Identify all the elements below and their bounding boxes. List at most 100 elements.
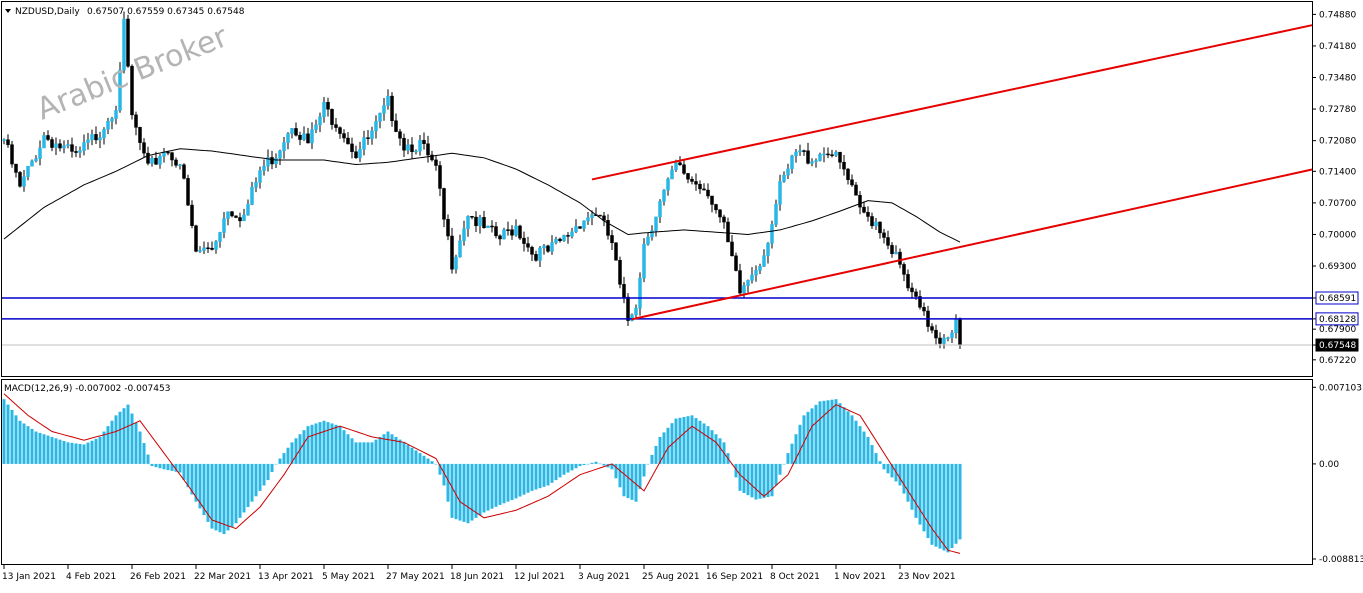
macd-histogram-bar[interactable] xyxy=(74,443,78,464)
candle[interactable] xyxy=(102,129,106,138)
candle[interactable] xyxy=(110,118,114,122)
macd-histogram-bar[interactable] xyxy=(186,463,190,488)
macd-histogram-bar[interactable] xyxy=(318,422,322,464)
macd-histogram-bar[interactable] xyxy=(586,463,590,465)
macd-histogram-bar[interactable] xyxy=(770,463,774,497)
candle[interactable] xyxy=(950,332,954,338)
macd-histogram-bar[interactable] xyxy=(698,420,702,464)
candle[interactable] xyxy=(890,245,894,254)
macd-histogram-bar[interactable] xyxy=(326,422,330,464)
candle[interactable] xyxy=(198,250,202,252)
candle[interactable] xyxy=(334,124,338,128)
macd-histogram-bar[interactable] xyxy=(526,463,530,493)
candle[interactable] xyxy=(418,139,422,152)
macd-histogram-bar[interactable] xyxy=(686,416,690,464)
macd-histogram-bar[interactable] xyxy=(654,445,658,464)
macd-histogram-bar[interactable] xyxy=(634,463,638,502)
macd-histogram-bar[interactable] xyxy=(862,431,866,464)
macd-histogram-bar[interactable] xyxy=(710,430,714,464)
candle[interactable] xyxy=(222,218,226,233)
candle[interactable] xyxy=(246,204,250,216)
candle[interactable] xyxy=(58,143,62,149)
candle[interactable] xyxy=(194,225,198,252)
macd-histogram-bar[interactable] xyxy=(602,463,606,466)
candle[interactable] xyxy=(814,160,818,162)
candle[interactable] xyxy=(774,204,778,225)
candle[interactable] xyxy=(242,214,246,222)
macd-histogram-bar[interactable] xyxy=(82,444,86,464)
macd-histogram-bar[interactable] xyxy=(662,432,666,464)
macd-histogram-bar[interactable] xyxy=(734,463,738,478)
candle[interactable] xyxy=(894,251,898,254)
candle[interactable] xyxy=(790,155,794,170)
macd-histogram-bar[interactable] xyxy=(882,463,886,470)
candle[interactable] xyxy=(794,151,798,157)
candle[interactable] xyxy=(230,211,234,217)
macd-histogram-bar[interactable] xyxy=(34,431,38,464)
candle[interactable] xyxy=(386,95,390,106)
macd-histogram-bar[interactable] xyxy=(174,463,178,472)
candle[interactable] xyxy=(294,128,298,136)
candle[interactable] xyxy=(314,124,318,130)
candle[interactable] xyxy=(278,150,282,159)
candle[interactable] xyxy=(206,247,210,250)
candle[interactable] xyxy=(142,142,146,154)
candle[interactable] xyxy=(158,156,162,165)
candle[interactable] xyxy=(870,216,874,227)
macd-histogram-bar[interactable] xyxy=(330,423,334,464)
candle[interactable] xyxy=(598,214,602,217)
macd-histogram-bar[interactable] xyxy=(646,463,650,465)
candle[interactable] xyxy=(866,212,870,217)
candle[interactable] xyxy=(762,255,766,267)
candle[interactable] xyxy=(590,214,594,219)
candle[interactable] xyxy=(542,245,546,249)
macd-histogram-bar[interactable] xyxy=(490,463,494,509)
macd-histogram-bar[interactable] xyxy=(246,463,250,508)
macd-histogram-bar[interactable] xyxy=(802,415,806,464)
macd-histogram-bar[interactable] xyxy=(938,463,942,549)
candle[interactable] xyxy=(798,150,802,153)
macd-histogram-bar[interactable] xyxy=(426,458,430,464)
macd-histogram-bar[interactable] xyxy=(150,463,154,467)
macd-histogram-bar[interactable] xyxy=(478,463,482,516)
candle[interactable] xyxy=(942,337,946,344)
macd-histogram-bar[interactable] xyxy=(14,415,18,464)
macd-histogram-bar[interactable] xyxy=(674,418,678,464)
macd-histogram-bar[interactable] xyxy=(322,420,326,464)
macd-histogram-bar[interactable] xyxy=(450,463,454,518)
candle[interactable] xyxy=(822,153,826,156)
candle[interactable] xyxy=(94,134,98,141)
macd-histogram-bar[interactable] xyxy=(618,463,622,488)
macd-histogram-bar[interactable] xyxy=(494,463,498,507)
macd-histogram-bar[interactable] xyxy=(638,463,642,490)
macd-histogram-bar[interactable] xyxy=(146,454,150,464)
candle[interactable] xyxy=(578,226,582,229)
macd-histogram-bar[interactable] xyxy=(30,428,34,464)
candle[interactable] xyxy=(582,220,586,229)
macd-histogram-bar[interactable] xyxy=(854,420,858,464)
macd-histogram-bar[interactable] xyxy=(86,442,90,464)
macd-histogram-bar[interactable] xyxy=(274,463,278,465)
macd-histogram-bar[interactable] xyxy=(814,404,818,464)
candle[interactable] xyxy=(754,270,758,276)
candle[interactable] xyxy=(618,260,622,285)
macd-histogram-bar[interactable] xyxy=(234,463,238,524)
candle[interactable] xyxy=(414,150,418,153)
macd-histogram-bar[interactable] xyxy=(438,463,442,475)
macd-histogram-bar[interactable] xyxy=(682,416,686,464)
candle[interactable] xyxy=(706,189,710,197)
macd-histogram-bar[interactable] xyxy=(190,463,194,495)
candle[interactable] xyxy=(254,182,258,188)
macd-histogram-bar[interactable] xyxy=(294,438,298,464)
candle[interactable] xyxy=(658,201,662,218)
macd-histogram-bar[interactable] xyxy=(398,439,402,464)
macd-histogram-bar[interactable] xyxy=(138,431,142,464)
candle[interactable] xyxy=(566,235,570,237)
candle[interactable] xyxy=(494,226,498,237)
macd-histogram-bar[interactable] xyxy=(142,443,146,464)
macd-histogram-bar[interactable] xyxy=(946,463,950,553)
macd-histogram-bar[interactable] xyxy=(582,463,586,465)
candle[interactable] xyxy=(586,217,590,222)
macd-histogram-bar[interactable] xyxy=(358,442,362,464)
candle[interactable] xyxy=(430,154,434,161)
